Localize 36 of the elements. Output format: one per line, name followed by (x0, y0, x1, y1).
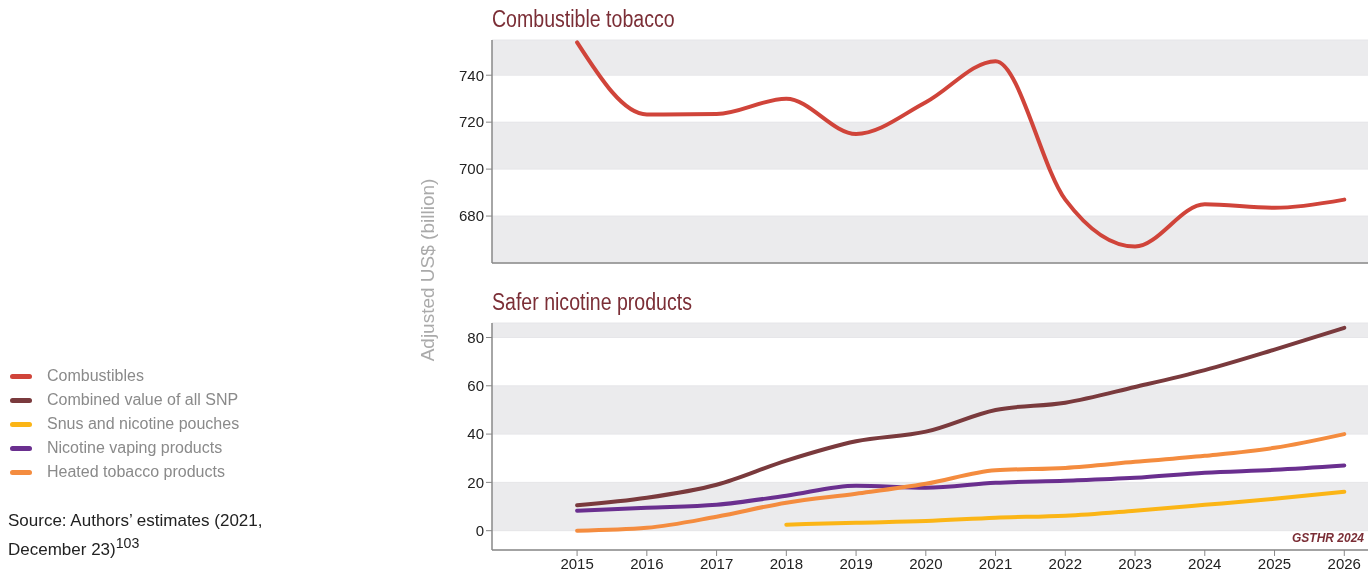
y-tick-label: 720 (458, 113, 484, 131)
line-series (784, 489, 1347, 527)
chart-title: Safer nicotine products (492, 289, 692, 316)
y-tick-label: 80 (467, 328, 484, 346)
x-tick-label: 2025 (1257, 554, 1292, 572)
x-tick-label: 2022 (1048, 554, 1082, 572)
x-tick-label: 2016 (630, 554, 664, 572)
x-tick-label: 2023 (1118, 554, 1152, 572)
x-tick-label: 2015 (560, 554, 594, 572)
x-tick-label: 2026 (1327, 554, 1361, 572)
x-tick-label: 2018 (769, 554, 804, 572)
legend-label: Nicotine vaping products (47, 439, 223, 457)
line-series (575, 463, 1347, 513)
x-tick-label: 2020 (909, 554, 943, 572)
y-axis-title: Adjusted US$ (billion) (417, 178, 439, 362)
y-tick-label: 0 (475, 522, 484, 540)
y-tick-label: 40 (467, 425, 484, 443)
annotation: GSTHR 2024 (1291, 531, 1364, 545)
line-series (575, 432, 1347, 533)
y-tick-label: 680 (458, 207, 484, 225)
legend-label: Combined value of all SNP (47, 391, 239, 409)
legend-label: Combustibles (47, 367, 144, 385)
y-tick-label: 700 (458, 160, 484, 178)
legend-label: Heated tobacco products (47, 463, 225, 481)
line-series (575, 325, 1347, 508)
line-series (575, 40, 1347, 249)
legend-label: Snus and nicotine pouches (47, 415, 240, 433)
source-note: Source: Authors’ estimates (2021, December 23)$^{103}$ (8, 510, 264, 561)
y-tick-label: 740 (458, 66, 484, 84)
x-tick-label: 2024 (1188, 554, 1222, 572)
x-tick-label: 2021 (978, 554, 1013, 572)
y-tick-label: 60 (467, 377, 484, 395)
x-tick-label: 2019 (839, 554, 873, 572)
x-tick-label: 2017 (699, 554, 734, 572)
chart-title: Combustible tobacco (492, 6, 675, 33)
y-tick-label: 20 (467, 473, 484, 491)
